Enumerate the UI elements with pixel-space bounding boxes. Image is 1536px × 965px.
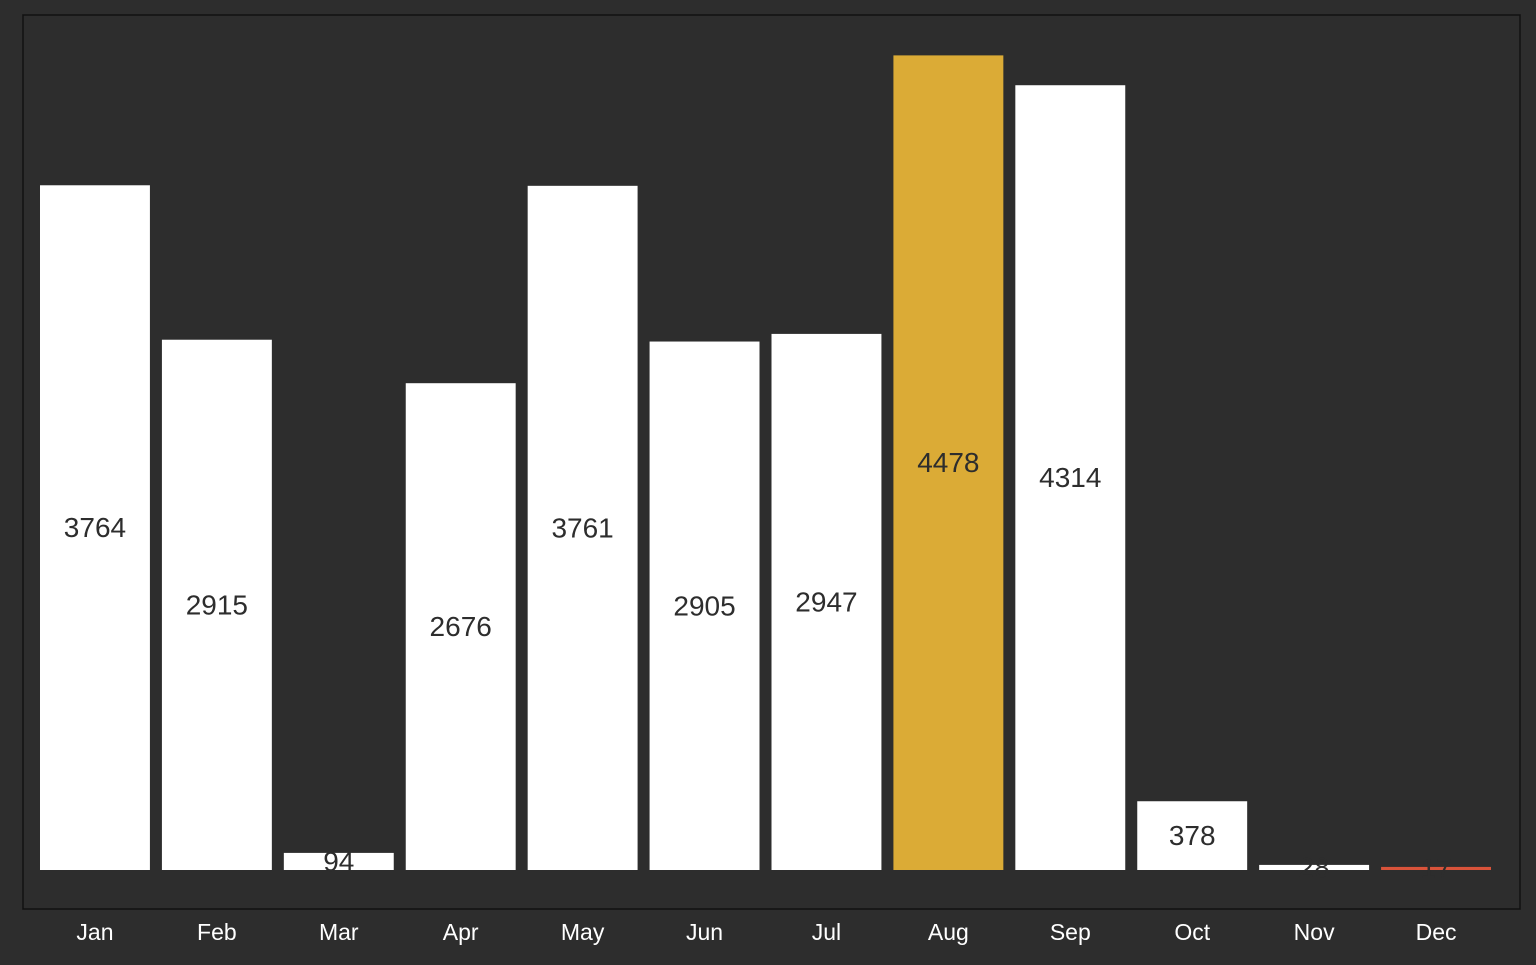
value-label-apr: 2676 [430,611,492,642]
value-label-jun: 2905 [673,590,735,621]
x-tick-label-mar: Mar [319,919,359,945]
x-tick-labels-group: Jan Feb Mar Apr May Jun Jul Aug Sep Oct Nov Dec [76,919,1456,945]
bar-jan [40,185,150,870]
x-tick-label-jun: Jun [686,919,723,945]
plot-area-frame [22,14,1521,910]
x-tick-label-jan: Jan [76,919,113,945]
x-tick-label-may: May [561,919,605,945]
bars-group [40,55,1491,871]
bar-oct [1137,801,1248,870]
value-label-aug: 4478 [917,447,979,478]
value-label-may: 3761 [551,512,613,543]
bar-feb [161,339,272,871]
value-label-nov: 28 [1299,852,1330,883]
x-tick-label-apr: Apr [443,919,479,945]
value-label-dec: 17 [1420,853,1451,884]
bar-mar [283,852,394,870]
bar-may [527,185,638,870]
x-tick-label-aug: Aug [928,919,969,945]
bar-sep [1015,85,1126,871]
x-tick-label-nov: Nov [1294,919,1335,945]
bar-nov [1259,864,1370,870]
bar-apr [405,383,516,870]
bar-jul [771,333,882,870]
x-tick-label-sep: Sep [1050,919,1091,945]
bar-jun [649,341,760,870]
value-label-jul: 2947 [795,586,857,617]
x-tick-label-dec: Dec [1416,919,1457,945]
value-label-jan: 3764 [64,512,126,543]
value-label-feb: 2915 [186,589,248,620]
value-label-mar: 94 [323,846,354,877]
x-tick-label-feb: Feb [197,919,237,945]
x-tick-label-oct: Oct [1174,919,1210,945]
value-label-sep: 4314 [1039,462,1101,493]
value-label-oct: 378 [1169,820,1216,851]
bar-aug [893,55,1004,870]
value-labels-group: 3764 2915 94 2676 3761 2905 2947 4478 4314 378 28 1… [64,447,1452,884]
x-tick-label-jul: Jul [812,919,841,945]
bar-dec [1381,866,1491,870]
